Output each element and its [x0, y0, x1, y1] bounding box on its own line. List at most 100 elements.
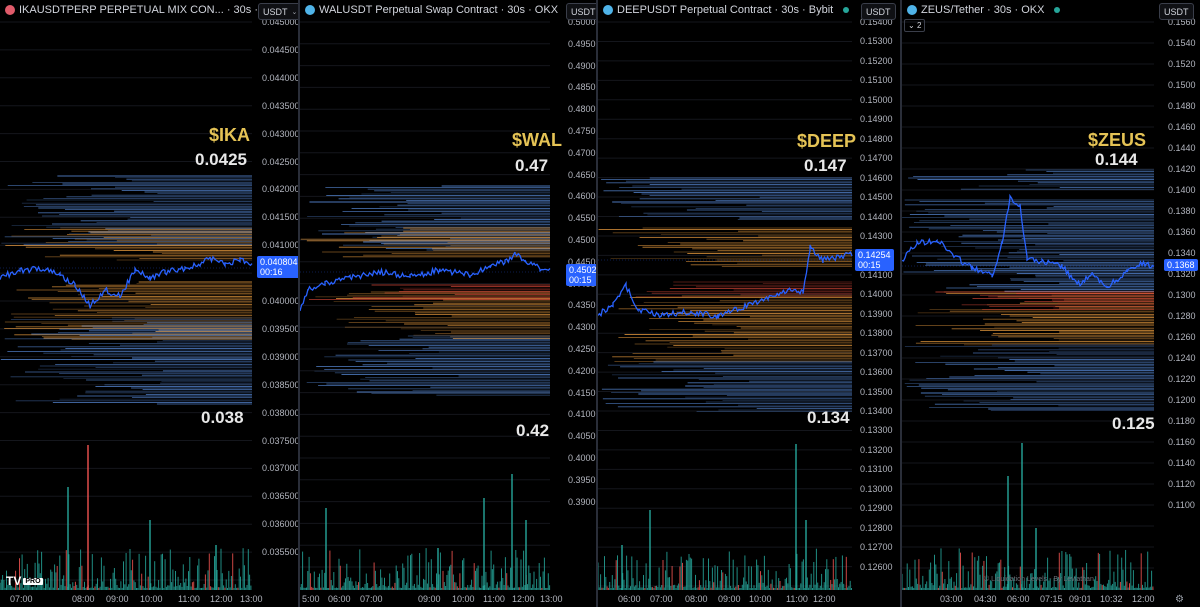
price-axis-label: 0.13000	[860, 483, 893, 494]
price-axis-label: 0.4950	[568, 38, 596, 49]
panel-separator[interactable]	[900, 0, 902, 607]
price-line	[598, 244, 853, 320]
currency-selector[interactable]: USDT⌄	[566, 3, 596, 20]
chart-panel-ika[interactable]: IKAUSDTPERP PERPETUAL MIX CON... · 30s ·…	[0, 0, 298, 607]
price-axis-label: 0.042500	[262, 156, 298, 167]
price-axis-label: 0.13700	[860, 347, 893, 358]
symbol-icon	[305, 5, 315, 15]
chart-canvas-wal[interactable]	[300, 0, 596, 607]
gear-icon[interactable]: ⚙	[1175, 594, 1184, 605]
lower-level-annotation: 0.125	[1112, 414, 1155, 433]
price-axis-label: 0.12800	[860, 522, 893, 533]
price-axis-label: 0.15100	[860, 75, 893, 86]
collapse-indicators-button[interactable]: ⌄ 2	[904, 19, 926, 32]
price-axis-label: 0.043000	[262, 128, 298, 139]
price-axis-label: 0.12600	[860, 561, 893, 572]
price-axis-label: 0.1400	[1168, 185, 1196, 195]
chart-header: DEEPUSDT Perpetual Contract · 30s · Bybi…	[598, 0, 850, 20]
price-axis-label: 0.14700	[860, 153, 893, 164]
time-axis-label: 10:32	[1100, 594, 1123, 604]
price-axis-label: 0.1320	[1168, 269, 1196, 279]
price-line	[0, 255, 253, 309]
liquidation-band-orange	[315, 291, 550, 339]
panel-separator[interactable]	[596, 0, 598, 607]
price-axis-label: 0.14900	[860, 114, 893, 125]
tradingview-logo[interactable]: TV PRO	[6, 574, 43, 588]
liquidation-band-red	[309, 284, 550, 300]
last-price: 0.14254	[858, 250, 891, 260]
grid	[300, 21, 550, 590]
price-axis-label: 0.14300	[860, 230, 893, 241]
live-status-dot	[1054, 7, 1061, 13]
currency-selector[interactable]: USDT	[1159, 3, 1194, 20]
price-axis-label: 0.1280	[1168, 311, 1196, 321]
last-price-tag: 0.040804 00:16	[257, 256, 298, 278]
price-axis-label: 0.1500	[1168, 80, 1196, 90]
ticker-annotation: $ZEUS	[1088, 130, 1147, 150]
pro-badge: PRO	[23, 578, 43, 586]
time-axis-label: 07:00	[650, 594, 673, 604]
grid	[598, 21, 852, 587]
price-axis-label: 0.13500	[860, 386, 893, 397]
price-axis-label: 0.1340	[1168, 248, 1196, 258]
time-axis-label: 12:00	[1132, 594, 1155, 604]
volume-bars	[902, 443, 1154, 590]
liquidation-band-blue	[306, 335, 550, 396]
time-axis-label: 08:00	[685, 594, 708, 604]
price-axis-label: 0.4550	[568, 213, 596, 224]
last-price: 0.040804	[260, 257, 298, 267]
chart-canvas-ika[interactable]	[0, 0, 298, 607]
panel-separator[interactable]	[298, 0, 300, 607]
indicator-watermark: © Liquidation Levels - By Leviathan	[984, 576, 1094, 583]
chart-header: WALUSDT Perpetual Swap Contract · 30s · …	[300, 0, 558, 20]
currency-selector[interactable]: USDT⌄	[258, 3, 298, 20]
liquidation-band-blue	[908, 169, 1154, 190]
price-axis-label: 0.1220	[1168, 374, 1196, 384]
price-axis-label: 0.1240	[1168, 353, 1196, 363]
volume-bars	[598, 444, 852, 590]
bar-countdown: 00:15	[569, 275, 592, 285]
chart-canvas-zeus[interactable]	[902, 0, 1200, 607]
time-axis-label: 13:00	[540, 594, 563, 604]
price-axis-label: 0.13300	[860, 425, 893, 436]
time-axis-label: 13:00	[240, 594, 263, 604]
price-axis-label: 0.4600	[568, 191, 596, 202]
chevron-down-icon: ⌄	[291, 8, 298, 16]
time-axis-label: 11:00	[786, 594, 808, 604]
price-axis-label: 0.4250	[568, 344, 596, 354]
liquidation-band-blue	[601, 177, 852, 221]
chart-panel-zeus[interactable]: ZEUS/Tether · 30s · OKX USDT 0.1560 0.154…	[902, 0, 1200, 607]
price-axis-label: 0.038500	[262, 379, 298, 390]
price-axis-label: 0.13100	[860, 464, 893, 475]
price-axis-label: 0.15300	[860, 36, 893, 47]
price-axis-label: 0.1520	[1168, 59, 1196, 69]
live-status-dot	[843, 7, 850, 13]
time-axis-label: 11:00	[178, 594, 200, 604]
ticker-annotation: $DEEP	[797, 131, 857, 151]
chart-panel-wal[interactable]: WALUSDT Perpetual Swap Contract · 30s · …	[300, 0, 596, 607]
chart-canvas-deep[interactable]	[598, 0, 900, 607]
price-axis-label: 0.4100	[568, 409, 596, 420]
currency-selector[interactable]: USDT	[861, 3, 896, 20]
chevron-down-icon: ⌄	[908, 21, 915, 30]
liquidation-band-blue	[10, 371, 252, 405]
price-axis-label: 0.14800	[860, 133, 893, 144]
price-axis-label: 0.13400	[860, 406, 893, 416]
price-axis-label: 0.1200	[1168, 395, 1196, 405]
price-axis-label: 0.4650	[568, 169, 596, 180]
logo-text: TV	[6, 574, 22, 588]
price-axis-label: 0.4150	[568, 387, 596, 398]
price-line	[902, 193, 1155, 289]
price-axis-label: 0.4850	[568, 82, 596, 93]
lower-level-annotation: 0.038	[201, 408, 244, 427]
price-axis-label: 0.15400	[860, 17, 893, 27]
lower-level-annotation: 0.42	[516, 421, 550, 440]
price-axis-label: 0.1180	[1168, 416, 1195, 426]
time-axis-label: 06:00	[328, 594, 351, 604]
price-axis-label: 0.3900	[568, 496, 596, 507]
symbol-icon	[5, 5, 15, 15]
price-axis-label: 0.1480	[1168, 101, 1196, 111]
time-axis-label: 09:00	[718, 594, 741, 604]
chart-title: IKAUSDTPERP PERPETUAL MIX CON... · 30s ·…	[19, 4, 281, 16]
chart-panel-deep[interactable]: DEEPUSDT Perpetual Contract · 30s · Bybi…	[598, 0, 900, 607]
